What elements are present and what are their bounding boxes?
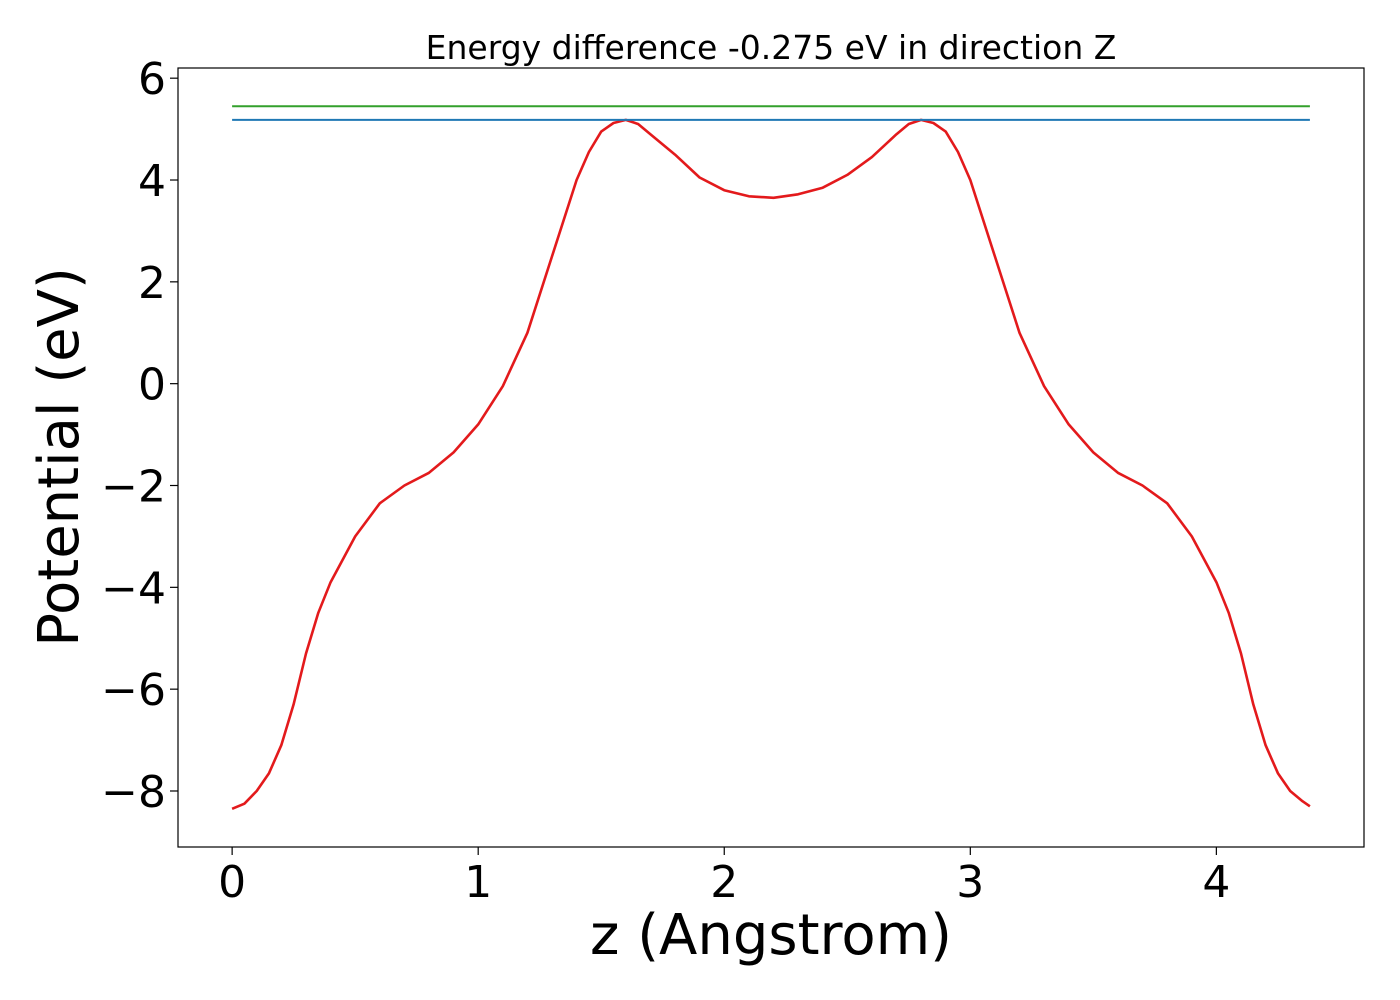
y-tick-label: 2 bbox=[138, 258, 166, 309]
series-layer bbox=[231, 105, 1311, 811]
x-tick-label: 4 bbox=[1202, 857, 1230, 908]
chart-title: Energy difference -0.275 eV in direction… bbox=[426, 28, 1117, 67]
y-axis-ticks: 6 4 2 0 −2 −4 −6 −8 bbox=[101, 54, 178, 818]
y-tick-label: 0 bbox=[138, 360, 166, 411]
series-line-potential bbox=[231, 118, 1311, 811]
x-tick-label: 1 bbox=[464, 857, 492, 908]
plot-frame bbox=[177, 67, 1365, 848]
y-tick-label: −8 bbox=[101, 767, 166, 818]
y-tick-label: −6 bbox=[101, 665, 166, 716]
y-tick-label: 4 bbox=[138, 156, 166, 207]
y-tick-label: 6 bbox=[138, 54, 166, 105]
x-axis-title: z (Angstrom) bbox=[590, 903, 952, 968]
x-tick-label: 3 bbox=[956, 857, 984, 908]
x-tick-label: 2 bbox=[710, 857, 738, 908]
x-tick-label: 0 bbox=[218, 857, 246, 908]
x-axis-ticks: 0 1 2 3 4 bbox=[218, 847, 1230, 908]
y-axis-title: Potential (eV) bbox=[27, 267, 92, 647]
y-tick-label: −2 bbox=[101, 462, 166, 513]
y-tick-label: −4 bbox=[101, 563, 166, 614]
